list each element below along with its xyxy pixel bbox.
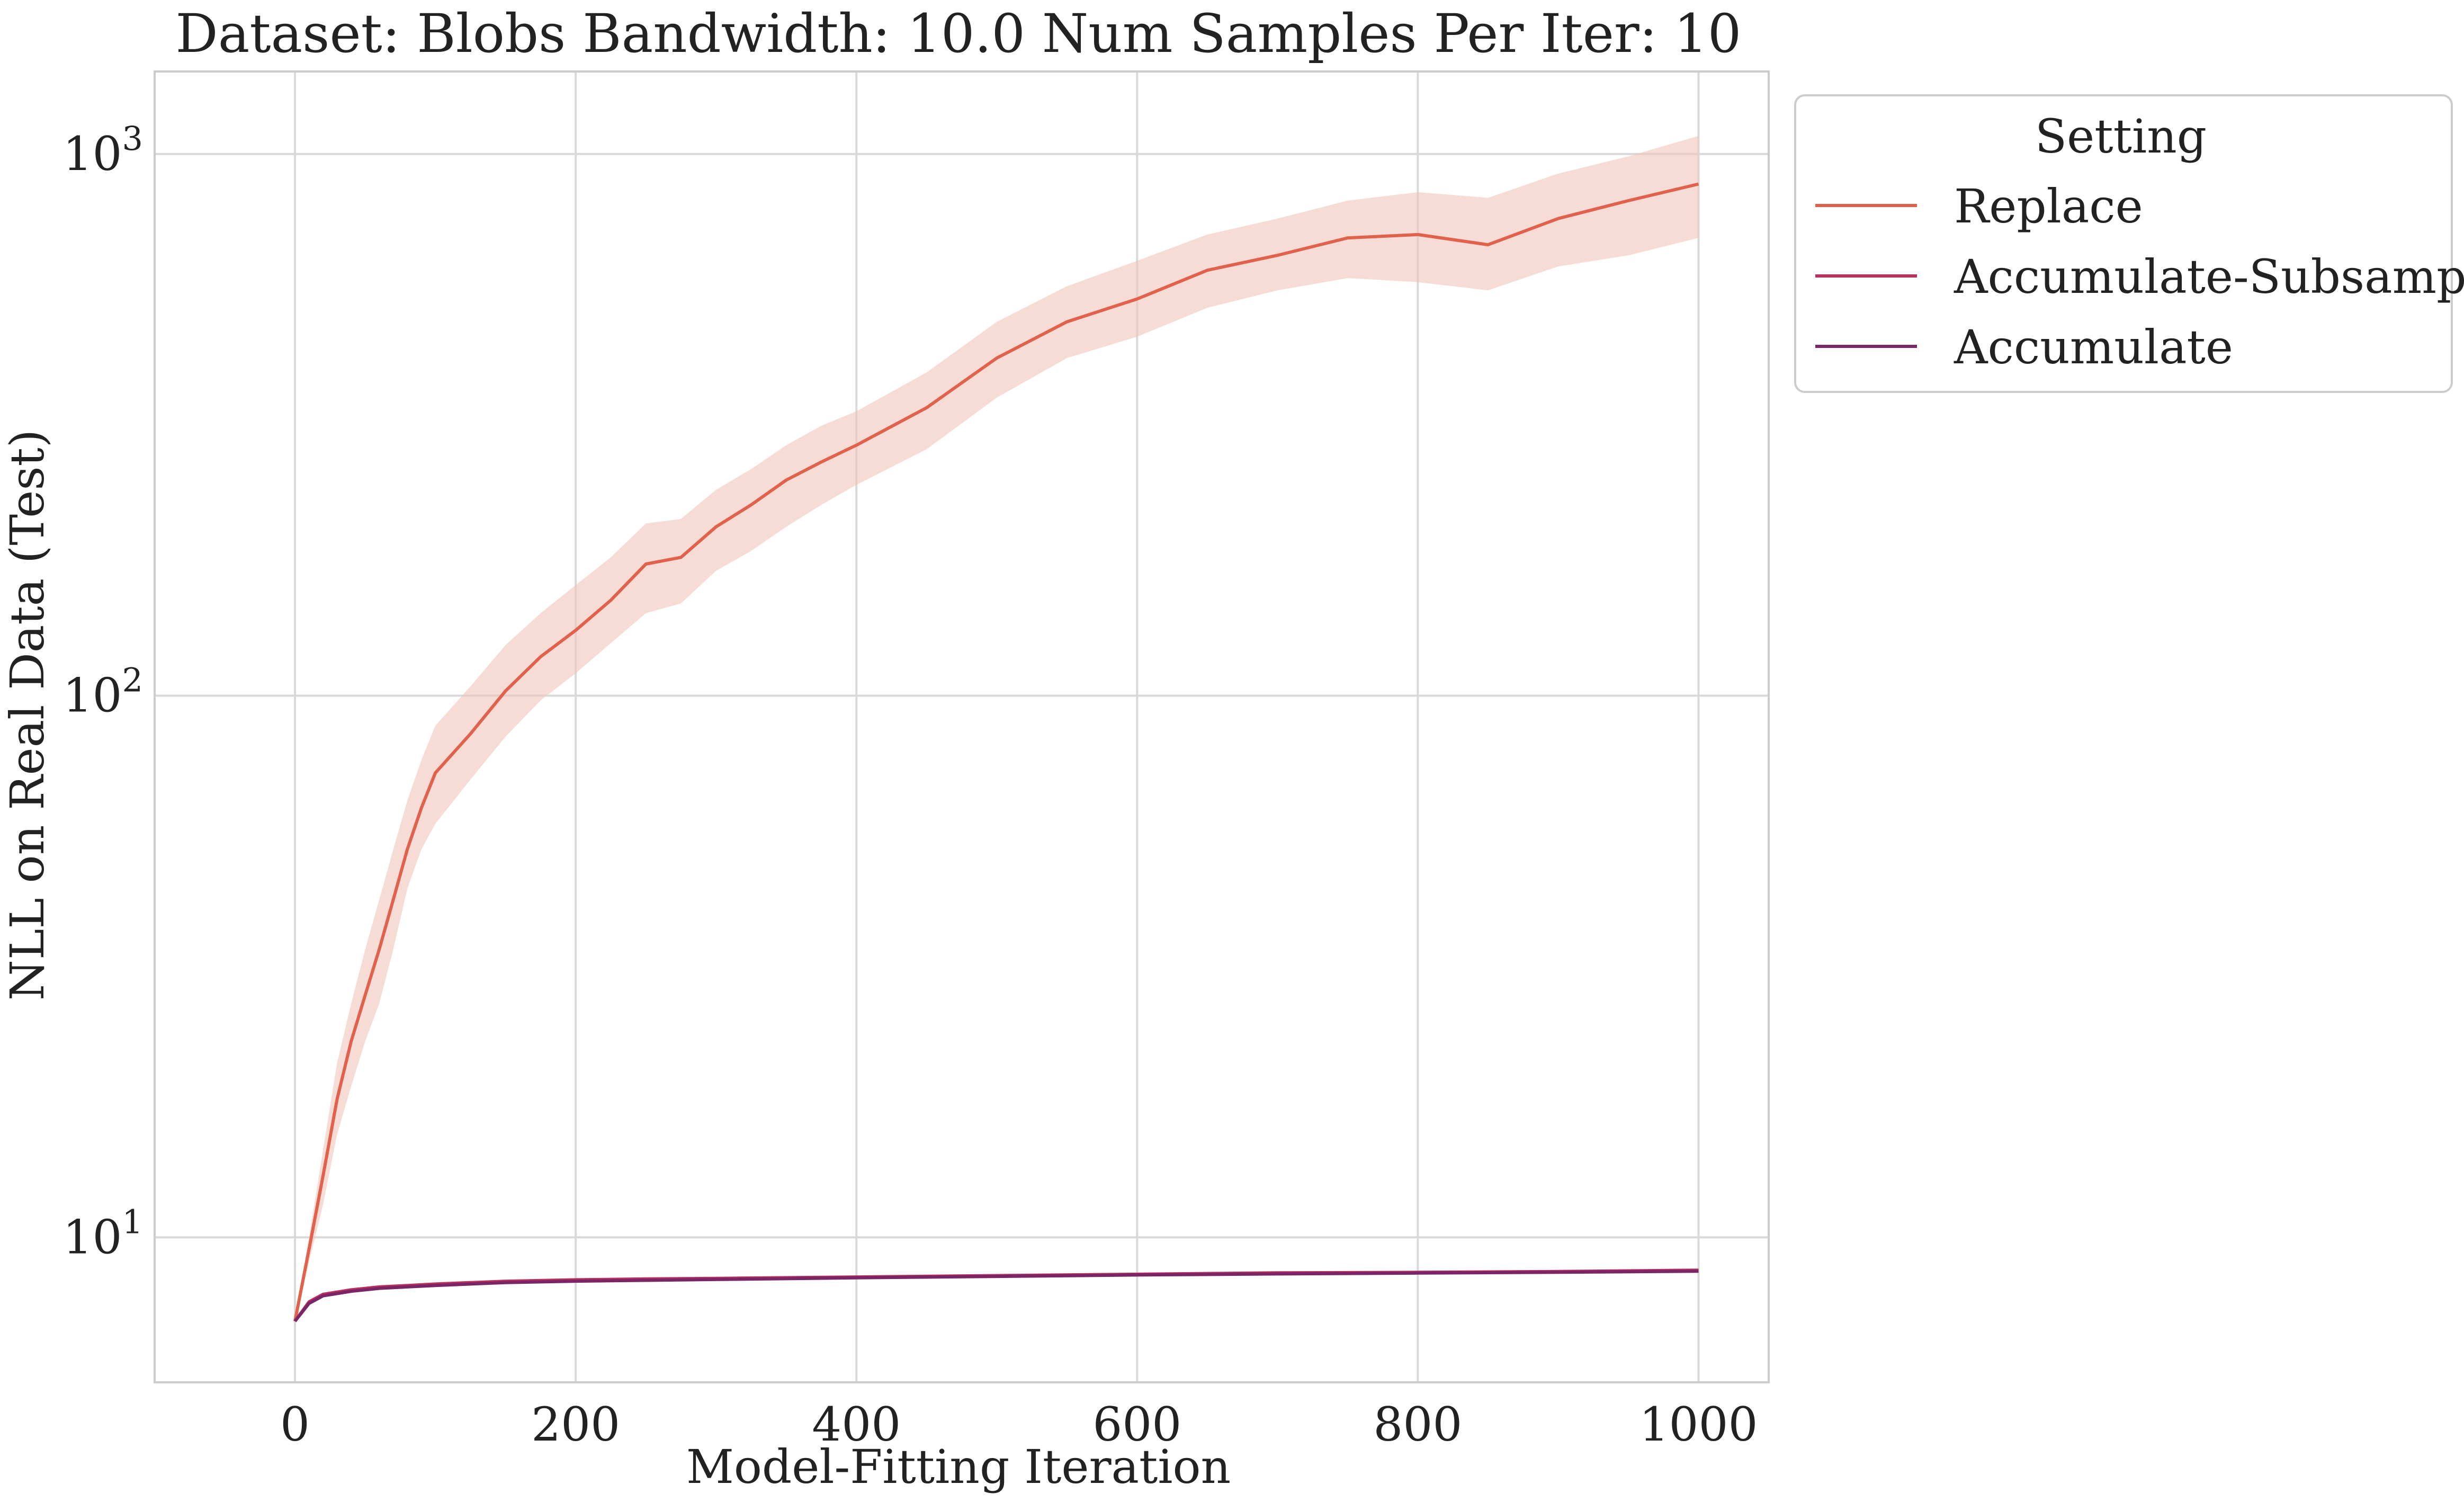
x-tick-label: 1000 [1639, 1397, 1758, 1452]
x-tick-label: 400 [812, 1397, 901, 1452]
legend-items: Replace Accumulate-Subsample Accumulate [1815, 179, 2464, 374]
chart-title: Dataset: Blobs Bandwidth: 10.0 Num Sampl… [176, 3, 1742, 65]
band-replace [295, 136, 1699, 1321]
line-accumulate [293, 1269, 1699, 1322]
x-tick-label: 800 [1373, 1397, 1462, 1452]
y-axis-ticks: 101 102 103 [63, 119, 143, 1265]
legend-entry: Accumulate [1954, 320, 2233, 374]
plot-frame [154, 70, 1770, 1383]
series-lines [293, 182, 1699, 1322]
y-tick-label: 103 [63, 119, 143, 181]
legend-entry: Accumulate-Subsample [1954, 249, 2464, 304]
line-replace [293, 182, 1699, 1322]
y-axis-label: NLL on Real Data (Test) [0, 430, 55, 1000]
confidence-bands [295, 136, 1699, 1321]
x-tick-label: 0 [280, 1397, 310, 1452]
legend: Setting Replace Accumulate-Subsample Accum… [1794, 94, 2464, 393]
legend-entry: Replace [1954, 179, 2143, 234]
x-axis-ticks: 0 200 400 600 800 1000 [280, 1397, 1758, 1452]
y-tick-label: 101 [63, 1202, 143, 1264]
x-tick-label: 200 [531, 1397, 620, 1452]
x-tick-label: 600 [1092, 1397, 1181, 1452]
x-axis-label: Model-Fitting Iteration [686, 1440, 1231, 1494]
legend-box [1794, 94, 2453, 393]
y-tick-label: 102 [63, 661, 143, 723]
legend-title: Setting [2035, 109, 2207, 164]
